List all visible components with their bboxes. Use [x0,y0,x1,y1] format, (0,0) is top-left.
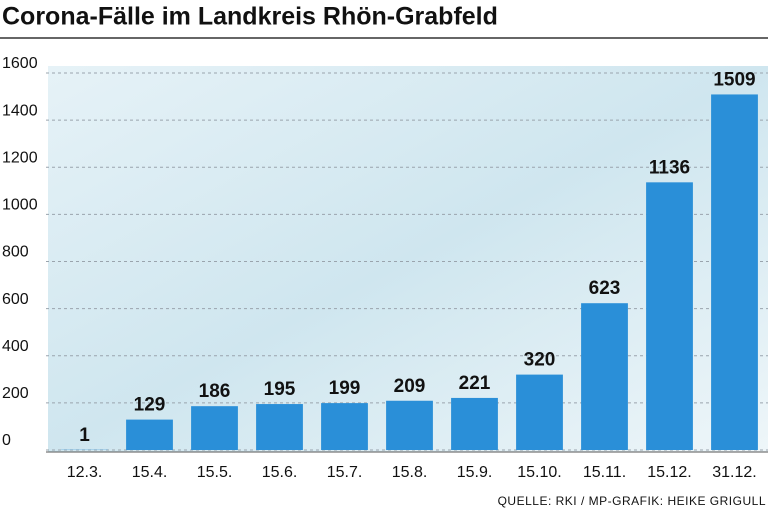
x-tick-label: 15.7. [327,464,363,481]
source: QUELLE: RKI / MP-GRAFIK: HEIKE GRIGULL [498,494,766,508]
x-tick-label: 15.6. [262,464,298,481]
bar [386,400,433,450]
x-tick-label: 15.10. [517,464,561,481]
y-tick-label: 1400 [2,102,38,119]
x-tick-label: 31.12. [712,464,756,481]
value-label: 199 [329,378,361,399]
y-tick-label: 1200 [2,149,38,166]
chart-title: Corona-Fälle im Landkreis Rhön-Grabfeld [2,3,498,31]
value-label: 1509 [713,69,755,90]
value-label: 195 [264,379,296,400]
bar [516,374,563,450]
bar [711,94,758,451]
x-tick-label: 15.4. [132,464,168,481]
x-tick-label: 15.5. [197,464,233,481]
y-tick-label: 1600 [2,55,38,72]
bar [646,182,693,450]
y-tick-label: 400 [2,338,29,355]
bar [321,403,368,450]
value-label: 221 [459,373,491,394]
value-label: 1136 [649,157,690,178]
bar [256,404,303,450]
bar [191,406,238,450]
value-label: 320 [524,350,556,371]
y-tick-label: 200 [2,385,29,402]
value-label: 1 [79,425,90,446]
x-tick-label: 15.9. [457,464,493,481]
x-tick-label: 15.11. [583,464,626,481]
y-tick-label: 600 [2,291,29,308]
value-label: 623 [589,278,621,299]
value-label: 129 [134,395,166,416]
y-tick-label: 800 [2,244,29,261]
y-tick-label: 0 [2,432,11,449]
y-tick-label: 1000 [2,197,38,214]
x-tick-label: 15.8. [392,464,428,481]
value-label: 186 [199,381,231,402]
value-label: 209 [394,376,426,397]
x-tick-label: 12.3. [67,464,103,481]
bar [581,303,628,450]
bar [126,419,173,450]
bar [451,397,498,450]
x-tick-label: 15.12. [647,464,691,481]
